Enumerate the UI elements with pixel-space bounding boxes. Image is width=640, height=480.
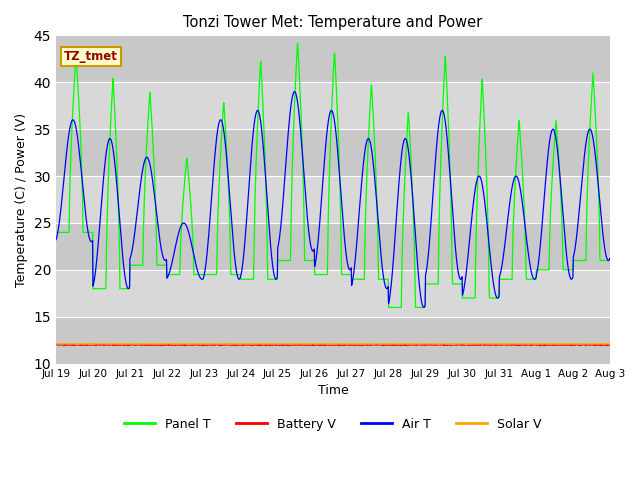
Legend: Panel T, Battery V, Air T, Solar V: Panel T, Battery V, Air T, Solar V (119, 413, 547, 436)
X-axis label: Time: Time (317, 384, 348, 397)
Bar (56, 129, 610, 176)
Text: TZ_tmet: TZ_tmet (65, 50, 118, 63)
Bar (56, 317, 610, 364)
Bar (56, 223, 610, 270)
Title: Tonzi Tower Met: Temperature and Power: Tonzi Tower Met: Temperature and Power (183, 15, 483, 30)
Bar (56, 36, 610, 82)
Y-axis label: Temperature (C) / Power (V): Temperature (C) / Power (V) (15, 112, 28, 287)
